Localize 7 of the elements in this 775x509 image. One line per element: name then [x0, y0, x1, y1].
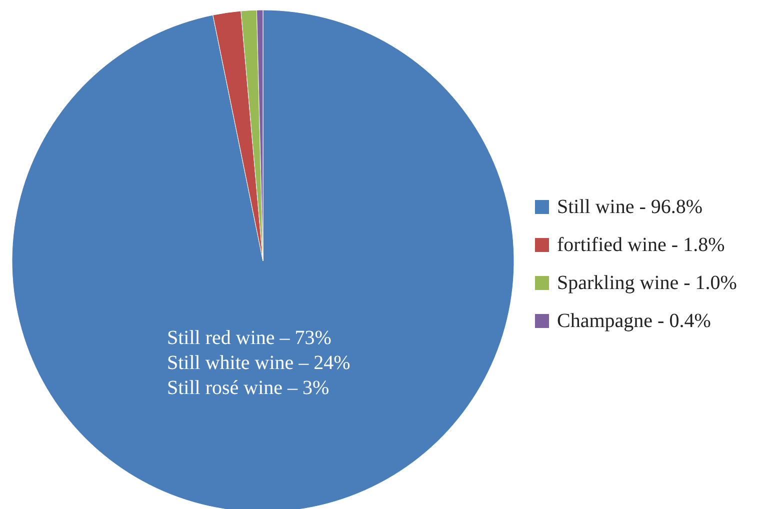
text: Still rosé wine – 3%: [167, 376, 330, 401]
legend-label: Champagne - 0.4%: [557, 310, 711, 332]
legend-label: fortified wine - 1.8%: [557, 234, 725, 256]
legend-label: Sparkling wine - 1.0%: [557, 272, 737, 294]
text: Still red wine – 73%: [167, 326, 332, 351]
text: Still white wine – 24%: [167, 351, 350, 376]
legend-label: Still wine - 96.8%: [557, 196, 703, 218]
